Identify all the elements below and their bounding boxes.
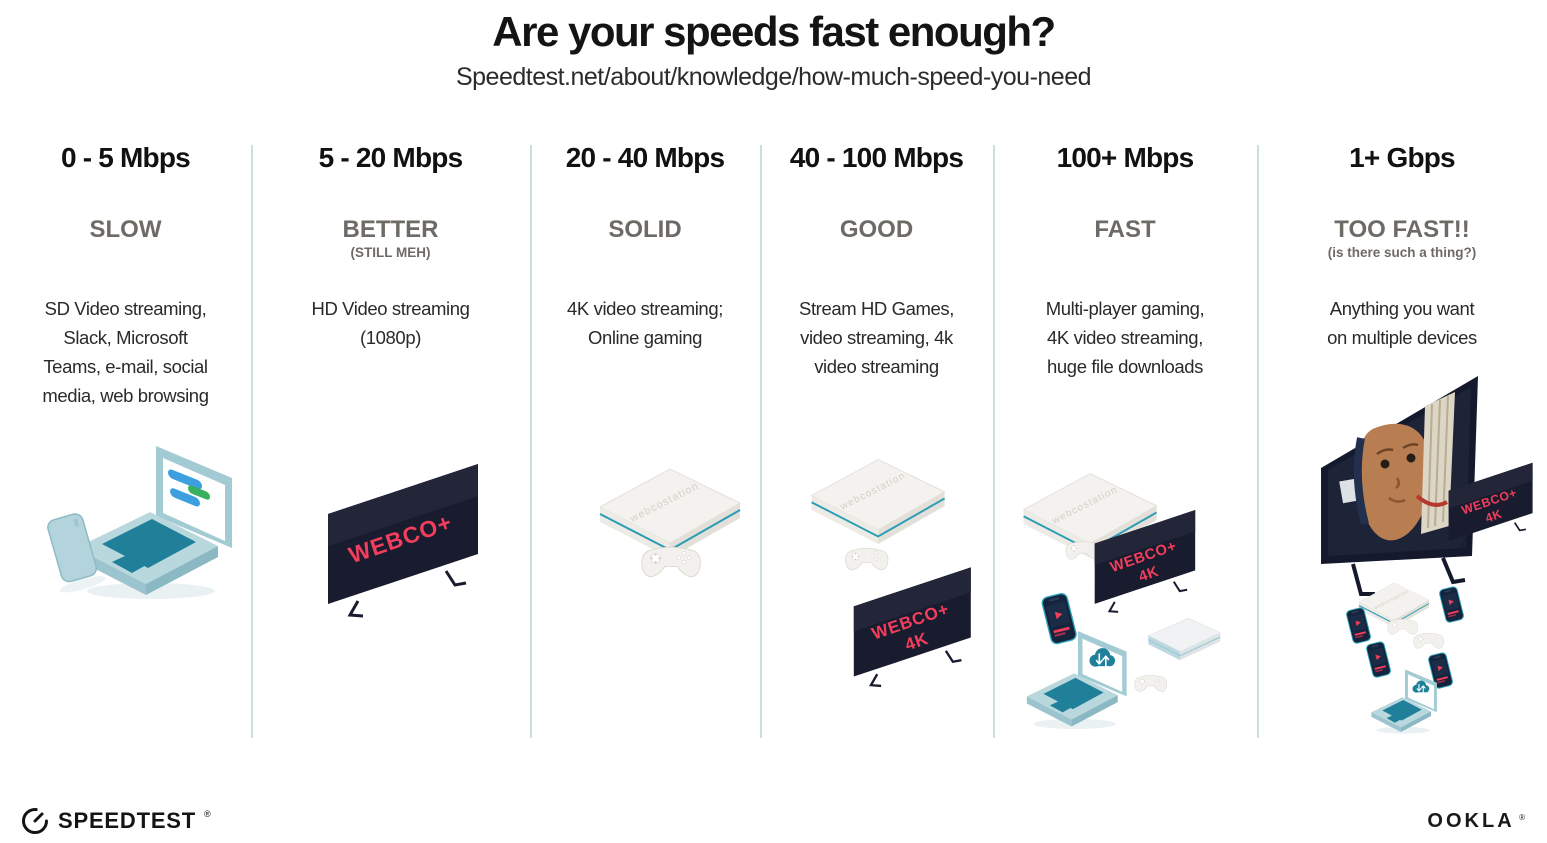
console-and-4k-tv-illustration: webcostation WEBCO+ 4K — [810, 458, 972, 688]
laptop-and-phone-illustration — [47, 446, 232, 599]
speed-column-1plus-gbps: 1+ Gbps TOO FAST!! (is there such a thin… — [1257, 142, 1547, 742]
speed-range: 40 - 100 Mbps — [789, 142, 964, 173]
speed-column-40-100-mbps: 40 - 100 Mbps GOOD Stream HD Games, vide… — [760, 142, 993, 742]
game-controller-icon — [845, 548, 889, 571]
phone-video-icon — [1365, 640, 1392, 679]
speed-range: 20 - 40 Mbps — [565, 142, 725, 173]
rating-label: BETTER — [342, 216, 439, 243]
column-divider — [993, 145, 995, 738]
ookla-wordmark: OOKLA — [1427, 810, 1515, 832]
use-case-line: 4K video streaming, — [1047, 327, 1203, 348]
speed-range: 100+ Mbps — [1056, 142, 1195, 173]
playstation-console-icon — [1147, 617, 1221, 661]
use-case-line: HD Video streaming — [311, 298, 470, 319]
tv-4k-icon: WEBCO+ 4K — [852, 566, 972, 688]
use-cases: Anything you want on multiple devices — [1327, 294, 1477, 352]
speedtest-wordmark: SPEEDTEST — [58, 808, 197, 833]
movie-tv-icon — [1321, 376, 1478, 596]
speed-column-0-5-mbps: 0 - 5 Mbps SLOW SD Video streaming, Slac… — [0, 142, 251, 742]
tv-4k-icon: WEBCO+ 4K — [1447, 461, 1534, 549]
page-title: Are your speeds fast enough? — [492, 8, 1056, 55]
game-controller-icon — [1387, 618, 1418, 635]
laptop-download-icon — [1371, 669, 1437, 734]
speed-column-100plus-mbps: 100+ Mbps FAST Multi-player gaming, 4K v… — [993, 142, 1257, 742]
use-cases: Stream HD Games, video streaming, 4k vid… — [799, 294, 954, 381]
tv-icon: WEBCO+ — [326, 462, 480, 618]
column-divider — [251, 145, 253, 738]
use-case-line: Stream HD Games, — [799, 298, 954, 319]
game-controller-icon — [1134, 675, 1168, 692]
registered-mark: ® — [1519, 813, 1525, 822]
use-case-line: Multi-player gaming, — [1045, 298, 1205, 319]
game-console-icon: webcostation — [1358, 582, 1430, 628]
speedtest-logo: SPEEDTEST ® — [20, 806, 211, 836]
tv-4k-label: 4K — [1484, 507, 1504, 526]
tv-4k-label: 4K — [1137, 564, 1161, 586]
console-controller-illustration: webcostation — [599, 468, 741, 578]
speed-range: 0 - 5 Mbps — [61, 142, 191, 173]
tv-4k-icon: WEBCO+ 4K — [1093, 509, 1197, 613]
game-controller-icon — [1413, 632, 1444, 649]
column-divider — [1257, 145, 1259, 738]
laptop-download-icon — [1026, 631, 1127, 730]
phone-video-icon — [1040, 591, 1078, 646]
use-case-line: media, web browsing — [42, 385, 209, 406]
use-case-line: Teams, e-mail, social — [43, 356, 208, 377]
use-cases: HD Video streaming (1080p) — [311, 294, 469, 352]
use-cases: SD Video streaming, Slack, Microsoft Tea… — [42, 294, 209, 410]
rating-label: TOO FAST!! — [1334, 216, 1470, 243]
phone-video-icon — [1438, 585, 1465, 624]
game-console-icon: webcostation — [599, 468, 741, 559]
use-cases: 4K video streaming; Online gaming — [567, 294, 723, 352]
use-case-line: Slack, Microsoft — [63, 327, 188, 348]
column-divider — [530, 145, 532, 738]
gigabit-devices-illustration: WEBCO+ 4K webcostation — [1321, 376, 1534, 734]
speed-column-5-20-mbps: 5 - 20 Mbps BETTER (STILL MEH) HD Video … — [251, 142, 530, 742]
ookla-logo: OOKLA ® — [1427, 810, 1525, 833]
rating-note: (STILL MEH) — [350, 245, 431, 260]
rating-label: SOLID — [608, 216, 682, 243]
use-case-line: video streaming — [814, 356, 939, 377]
use-cases: Multi-player gaming, 4K video streaming,… — [1046, 294, 1205, 381]
column-divider — [760, 145, 762, 738]
hd-tv-illustration: WEBCO+ — [326, 462, 480, 618]
use-case-line: huge file downloads — [1047, 356, 1203, 377]
game-controller-icon — [641, 546, 701, 578]
rating-label: SLOW — [89, 216, 162, 243]
speed-column-20-40-mbps: 20 - 40 Mbps SOLID 4K video streaming; O… — [530, 142, 760, 742]
rating-note: (is there such a thing?) — [1327, 245, 1477, 260]
many-devices-illustration: webcostation WEBCO+ 4K — [1022, 472, 1221, 730]
phone-back-icon — [47, 513, 106, 593]
use-case-line: 4K video streaming; — [567, 298, 723, 319]
use-case-line: Online gaming — [587, 327, 703, 348]
speedtest-gauge-icon — [22, 808, 48, 834]
game-console-icon: webcostation — [1022, 472, 1158, 559]
use-case-line: video streaming, 4k — [800, 327, 953, 348]
game-console-icon: webcostation — [810, 458, 946, 545]
use-case-line: Anything you want — [1329, 298, 1475, 319]
page-subtitle-url: Speedtest.net/about/knowledge/how-much-s… — [455, 63, 1092, 91]
use-case-line: SD Video streaming, — [44, 298, 207, 319]
use-case-line: on multiple devices — [1327, 327, 1477, 348]
registered-mark: ® — [204, 809, 211, 819]
laptop-icon — [76, 446, 232, 599]
rating-label: GOOD — [839, 216, 914, 243]
speed-range: 5 - 20 Mbps — [318, 142, 463, 173]
use-case-line: (1080p) — [360, 327, 421, 348]
speed-range: 1+ Gbps — [1349, 142, 1455, 173]
rating-label: FAST — [1094, 216, 1156, 243]
